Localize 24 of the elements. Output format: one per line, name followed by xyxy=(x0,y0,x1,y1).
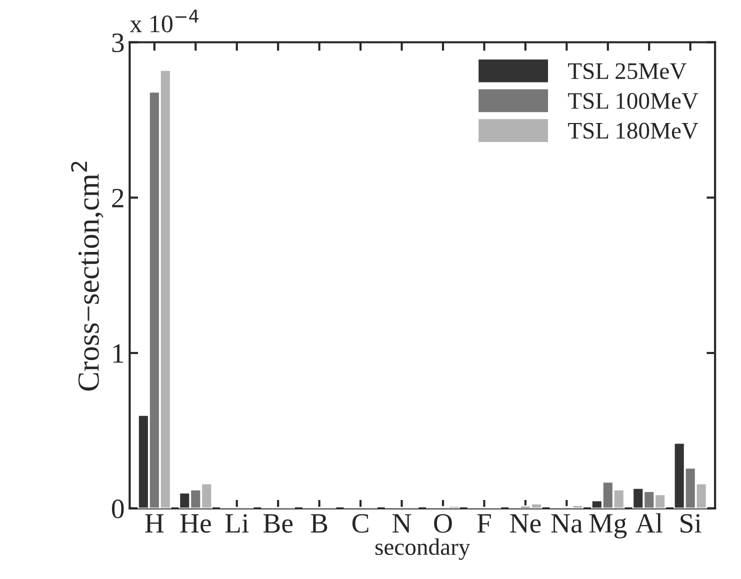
x-tick-label: N xyxy=(392,514,412,532)
x-tick-label: Na xyxy=(551,514,582,533)
y-tick-label: 1 xyxy=(113,344,124,363)
y-tick-label: 0 xyxy=(112,500,124,518)
text: x 10$^{−4}$ xyxy=(130,10,198,32)
x-tick-label: O xyxy=(434,514,452,533)
x-tick-label: He xyxy=(180,514,211,533)
legend-label: TSL 180MeV xyxy=(568,122,698,139)
x-tick-label: Al xyxy=(635,513,662,532)
x-tick-label: F xyxy=(477,514,491,532)
x-tick-label: Ne xyxy=(510,514,541,533)
y-axis-title: Cross−section,cm$^{2}$ xyxy=(71,162,104,391)
x-tick-label: Si xyxy=(680,514,702,533)
x-tick-label: C xyxy=(352,514,368,533)
y-tick-label: 3 xyxy=(112,34,124,52)
x-tick-label: Mg xyxy=(589,514,627,538)
x-tick-label: Be xyxy=(263,514,293,533)
x-axis-title: secondary xyxy=(375,538,470,560)
legend-label: TSL 100MeV xyxy=(568,92,698,110)
legend-label: TSL 25MeV xyxy=(568,63,686,80)
x-tick-label: H xyxy=(145,514,164,532)
x-tick-label: Li xyxy=(225,514,249,532)
y-tick-label: 2 xyxy=(112,188,124,208)
x-tick-label: B xyxy=(310,514,328,533)
